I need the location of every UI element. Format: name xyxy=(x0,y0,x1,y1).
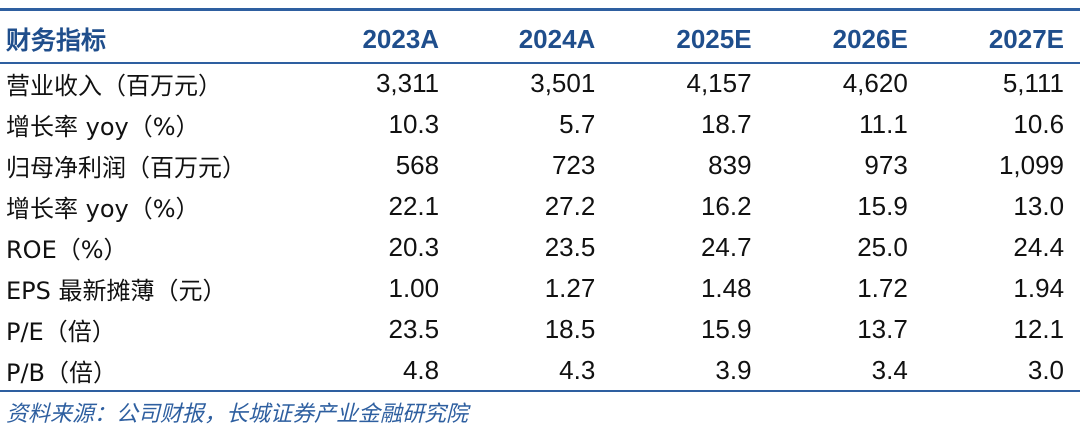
row-value: 11.1 xyxy=(859,108,908,139)
row-value: 27.2 xyxy=(544,190,596,221)
row-value: 1.48 xyxy=(700,272,752,303)
row-value: 13.0 xyxy=(1013,190,1065,221)
row-value: 4.3 xyxy=(559,354,596,385)
table-row: P/B（倍） 4.8 4.3 3.9 3.4 3.0 xyxy=(0,350,1080,390)
header-year-1: 2023A xyxy=(362,23,440,54)
row-value: 1,099 xyxy=(998,149,1065,180)
row-value: 18.5 xyxy=(544,313,596,344)
row-value: 3,311 xyxy=(375,67,440,98)
header-year-5: 2027E xyxy=(988,23,1065,54)
header-label: 财务指标 xyxy=(6,26,107,55)
row-value: 10.6 xyxy=(1013,108,1065,139)
row-label: P/B（倍） xyxy=(6,358,118,387)
row-value: 25.0 xyxy=(857,231,908,262)
row-label: 营业收入（百万元） xyxy=(6,71,222,100)
row-value: 10.3 xyxy=(388,108,440,139)
row-label: 增长率 yoy（%） xyxy=(6,112,200,141)
row-value: 4,157 xyxy=(686,67,752,98)
table-row: P/E（倍） 23.5 18.5 15.9 13.7 12.1 xyxy=(0,309,1080,349)
row-label: EPS 最新摊薄（元） xyxy=(6,276,227,305)
row-value: 5,111 xyxy=(1002,67,1065,98)
row-label: P/E（倍） xyxy=(6,317,116,346)
row-value: 23.5 xyxy=(544,231,596,262)
source-note: 资料来源：公司财报，长城证券产业金融研究院 xyxy=(6,402,469,427)
row-value: 23.5 xyxy=(388,313,440,344)
table-row: 增长率 yoy（%） 10.3 5.7 18.7 11.1 10.6 xyxy=(0,104,1080,144)
row-label: 增长率 yoy（%） xyxy=(6,194,200,223)
row-value: 1.94 xyxy=(1013,272,1065,303)
table-row: 归母净利润（百万元） 568 723 839 973 1,099 xyxy=(0,145,1080,185)
row-value: 723 xyxy=(551,149,596,180)
row-value: 4,620 xyxy=(842,67,908,98)
row-value: 16.2 xyxy=(700,190,752,221)
row-value: 1.27 xyxy=(544,272,596,303)
header-year-3: 2025E xyxy=(676,23,752,54)
row-value: 3.0 xyxy=(1027,354,1065,385)
table-row: ROE（%） 20.3 23.5 24.7 25.0 24.4 xyxy=(0,227,1080,267)
row-value: 973 xyxy=(864,149,908,180)
table-header-rule xyxy=(0,62,1080,64)
row-value: 12.1 xyxy=(1013,313,1065,344)
row-value: 13.7 xyxy=(857,313,908,344)
table-row: 增长率 yoy（%） 22.1 27.2 16.2 15.9 13.0 xyxy=(0,186,1080,226)
table-top-rule xyxy=(0,8,1080,11)
table-header-row: 财务指标 2023A 2024A 2025E 2026E 2027E xyxy=(0,19,1080,59)
header-year-2: 2024A xyxy=(518,23,596,54)
row-value: 24.7 xyxy=(700,231,752,262)
row-value: 1.00 xyxy=(388,272,440,303)
row-value: 3.4 xyxy=(871,354,908,385)
row-value: 839 xyxy=(708,149,752,180)
row-value: 5.7 xyxy=(559,108,596,139)
table-row: EPS 最新摊薄（元） 1.00 1.27 1.48 1.72 1.94 xyxy=(0,268,1080,308)
header-year-4: 2026E xyxy=(832,23,908,54)
table-bottom-rule xyxy=(0,390,1080,392)
row-value: 20.3 xyxy=(388,231,440,262)
row-value: 3.9 xyxy=(715,354,752,385)
row-value: 4.8 xyxy=(402,354,440,385)
row-value: 22.1 xyxy=(388,190,440,221)
row-value: 18.7 xyxy=(700,108,752,139)
row-value: 3,501 xyxy=(530,67,596,98)
row-value: 24.4 xyxy=(1013,231,1065,262)
row-value: 15.9 xyxy=(700,313,752,344)
row-label: 归母净利润（百万元） xyxy=(6,153,246,182)
row-label: ROE（%） xyxy=(6,235,128,264)
row-value: 1.72 xyxy=(857,272,908,303)
row-value: 15.9 xyxy=(857,190,908,221)
table-row: 营业收入（百万元） 3,311 3,501 4,157 4,620 5,111 xyxy=(0,63,1080,103)
row-value: 568 xyxy=(395,149,440,180)
